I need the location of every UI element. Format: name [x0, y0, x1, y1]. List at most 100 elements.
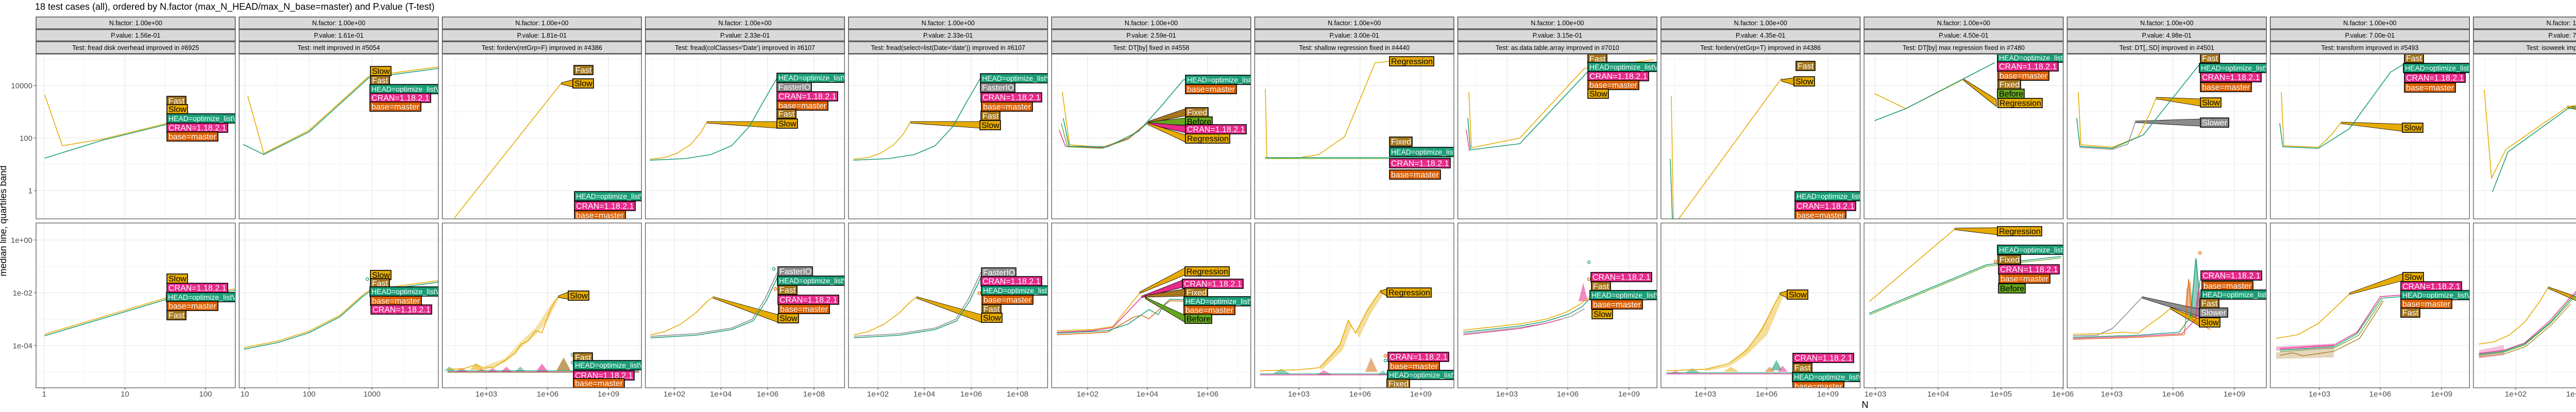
- svg-text:Fast: Fast: [1794, 364, 1811, 373]
- svg-text:Fast: Fast: [2406, 55, 2422, 63]
- svg-text:Test: DT[by] max regression fi: Test: DT[by] max regression fixed in #74…: [1903, 44, 2025, 52]
- svg-text:100: 100: [302, 390, 315, 399]
- svg-text:P.value: 1.81e-01: P.value: 1.81e-01: [517, 32, 567, 39]
- svg-text:CRAN=1.18.2.1: CRAN=1.18.2.1: [1389, 353, 1448, 362]
- svg-text:Test: DT[by] fixed in #4558: Test: DT[by] fixed in #4558: [1113, 44, 1190, 52]
- svg-text:FasterIO: FasterIO: [983, 269, 1015, 278]
- svg-text:N.factor: 1.00e+00: N.factor: 1.00e+00: [515, 20, 568, 27]
- svg-text:HEAD=optimize_listVar: HEAD=optimize_listVar: [982, 74, 1057, 82]
- svg-text:HEAD=optimize_listVar: HEAD=optimize_listVar: [983, 286, 1058, 295]
- svg-text:Fast: Fast: [779, 286, 796, 295]
- svg-text:1e+06: 1e+06: [1557, 390, 1579, 399]
- svg-text:1e+06: 1e+06: [2369, 390, 2391, 399]
- svg-text:HEAD=optimize_listVar: HEAD=optimize_listVar: [1187, 76, 1262, 84]
- svg-text:Slow: Slow: [981, 122, 999, 130]
- svg-text:N.factor: 1.00e+00: N.factor: 1.00e+00: [109, 20, 162, 27]
- svg-text:CRAN=1.18.2.1: CRAN=1.18.2.1: [168, 284, 227, 293]
- svg-text:Before: Before: [1187, 315, 1211, 324]
- svg-text:base=master: base=master: [1187, 85, 1235, 94]
- svg-text:1e+06: 1e+06: [1197, 390, 1218, 399]
- svg-text:1e-02: 1e-02: [13, 289, 32, 298]
- svg-text:Slow: Slow: [2202, 99, 2220, 108]
- svg-text:Slow: Slow: [372, 271, 390, 280]
- svg-text:P.value: 1.61e-01: P.value: 1.61e-01: [314, 32, 363, 39]
- svg-text:Fast: Fast: [575, 66, 592, 75]
- svg-text:1e+09: 1e+09: [1410, 390, 1432, 399]
- svg-text:Fixed: Fixed: [1391, 138, 1411, 147]
- svg-text:CRAN=1.18.2.1: CRAN=1.18.2.1: [371, 94, 430, 103]
- svg-text:HEAD=optimize_listVar: HEAD=optimize_listVar: [575, 361, 650, 369]
- svg-text:CRAN=1.18.2.1: CRAN=1.18.2.1: [1794, 354, 1853, 363]
- svg-text:N.factor: 1.00e+00: N.factor: 1.00e+00: [1125, 20, 1178, 27]
- svg-text:Slow: Slow: [574, 80, 592, 89]
- svg-text:base=master: base=master: [1185, 306, 1234, 315]
- svg-text:1e+03: 1e+03: [1694, 390, 1716, 399]
- svg-text:1e-04: 1e-04: [13, 341, 32, 350]
- svg-text:Slow: Slow: [372, 67, 390, 76]
- svg-text:base=master: base=master: [575, 380, 623, 388]
- svg-text:base=master: base=master: [1797, 212, 1845, 220]
- svg-text:Fast: Fast: [372, 280, 388, 288]
- svg-text:1e+06: 1e+06: [2162, 390, 2184, 399]
- svg-text:HEAD=optimize_listVar: HEAD=optimize_listVar: [1589, 63, 1664, 71]
- svg-text:CRAN=1.18.2.1: CRAN=1.18.2.1: [1999, 63, 2057, 72]
- svg-text:Test: forderv(retGrp=T) improv: Test: forderv(retGrp=T) improved in #438…: [1700, 44, 1821, 52]
- svg-text:HEAD=optimize_listVar: HEAD=optimize_listVar: [576, 192, 651, 200]
- svg-text:CRAN=1.18.2.1: CRAN=1.18.2.1: [168, 124, 227, 133]
- svg-text:HEAD=optimize_listVar: HEAD=optimize_listVar: [2201, 64, 2276, 72]
- svg-text:Regression: Regression: [1187, 135, 1229, 144]
- svg-text:1e+06: 1e+06: [2052, 390, 2074, 399]
- svg-text:1: 1: [42, 390, 46, 399]
- svg-text:Slow: Slow: [1789, 291, 1807, 300]
- svg-text:Test: shallow regression fixed: Test: shallow regression fixed in #4440: [1299, 44, 1410, 52]
- svg-text:N.factor: 1.00e+00: N.factor: 1.00e+00: [312, 20, 365, 27]
- svg-text:N.factor: 1.00e+00: N.factor: 1.00e+00: [2546, 20, 2576, 27]
- svg-text:base=master: base=master: [372, 297, 420, 306]
- svg-text:CRAN=1.18.2.1: CRAN=1.18.2.1: [1391, 160, 1449, 168]
- svg-text:CRAN=1.18.2.1: CRAN=1.18.2.1: [2406, 74, 2464, 83]
- svg-text:Slow: Slow: [983, 314, 1001, 323]
- svg-text:N.factor: 1.00e+00: N.factor: 1.00e+00: [1937, 20, 1990, 27]
- svg-text:base=master: base=master: [2402, 300, 2451, 309]
- svg-text:Test: forderv(retGrp=F) improv: Test: forderv(retGrp=F) improved in #438…: [482, 44, 602, 52]
- svg-text:1e+03: 1e+03: [1865, 390, 1886, 399]
- svg-text:1e+03: 1e+03: [1288, 390, 1310, 399]
- svg-text:Test: fread(colClasses='Date'): Test: fread(colClasses='Date') improved …: [675, 44, 815, 52]
- svg-text:1e+09: 1e+09: [1618, 390, 1640, 399]
- svg-text:base=master: base=master: [2406, 84, 2454, 93]
- svg-text:CRAN=1.18.2.1: CRAN=1.18.2.1: [2402, 283, 2461, 291]
- svg-text:1e+04: 1e+04: [1927, 390, 1949, 399]
- svg-text:FasterIO: FasterIO: [778, 83, 810, 92]
- svg-text:Slower: Slower: [2201, 309, 2227, 318]
- svg-text:Fixed: Fixed: [1187, 289, 1207, 298]
- svg-text:1e+06: 1e+06: [1349, 390, 1371, 399]
- svg-text:1e+00: 1e+00: [11, 236, 32, 245]
- svg-text:base=master: base=master: [1390, 363, 1438, 371]
- svg-text:Fixed: Fixed: [1999, 81, 2020, 90]
- svg-text:1000: 1000: [363, 390, 380, 399]
- svg-text:Test: fread disk overhead impr: Test: fread disk overhead improved in #6…: [72, 44, 199, 52]
- svg-text:Fast: Fast: [168, 312, 185, 320]
- svg-text:HEAD=optimize_listVar: HEAD=optimize_listVar: [371, 85, 446, 93]
- svg-text:FasterIO: FasterIO: [779, 268, 811, 277]
- svg-text:Regression: Regression: [1388, 289, 1430, 298]
- svg-text:10000: 10000: [11, 81, 32, 90]
- svg-text:1e+06: 1e+06: [1756, 390, 1777, 399]
- svg-text:100: 100: [199, 390, 212, 399]
- svg-text:Regression: Regression: [1999, 99, 2041, 108]
- svg-text:P.value: 3.15e-01: P.value: 3.15e-01: [1533, 32, 1582, 39]
- svg-text:Test: DT[,.SD] improved in #45: Test: DT[,.SD] improved in #4501: [2120, 44, 2214, 52]
- svg-text:N.factor: 1.00e+00: N.factor: 1.00e+00: [1531, 20, 1584, 27]
- svg-text:HEAD=optimize_listVar: HEAD=optimize_listVar: [778, 74, 853, 82]
- svg-text:Slow: Slow: [168, 106, 187, 114]
- svg-text:Slow: Slow: [168, 275, 187, 284]
- svg-text:Slow: Slow: [2201, 319, 2219, 328]
- svg-text:base=master: base=master: [1794, 383, 1843, 391]
- svg-text:base=master: base=master: [984, 296, 1032, 305]
- svg-text:CRAN=1.18.2.1: CRAN=1.18.2.1: [372, 306, 431, 315]
- svg-text:base=master: base=master: [780, 305, 828, 314]
- svg-text:P.value: 7.00e-01: P.value: 7.00e-01: [2345, 32, 2395, 39]
- svg-text:CRAN=1.18.2.1: CRAN=1.18.2.1: [778, 93, 837, 101]
- svg-text:P.value: 4.98e-01: P.value: 4.98e-01: [2142, 32, 2192, 39]
- svg-text:1e+02: 1e+02: [664, 390, 685, 399]
